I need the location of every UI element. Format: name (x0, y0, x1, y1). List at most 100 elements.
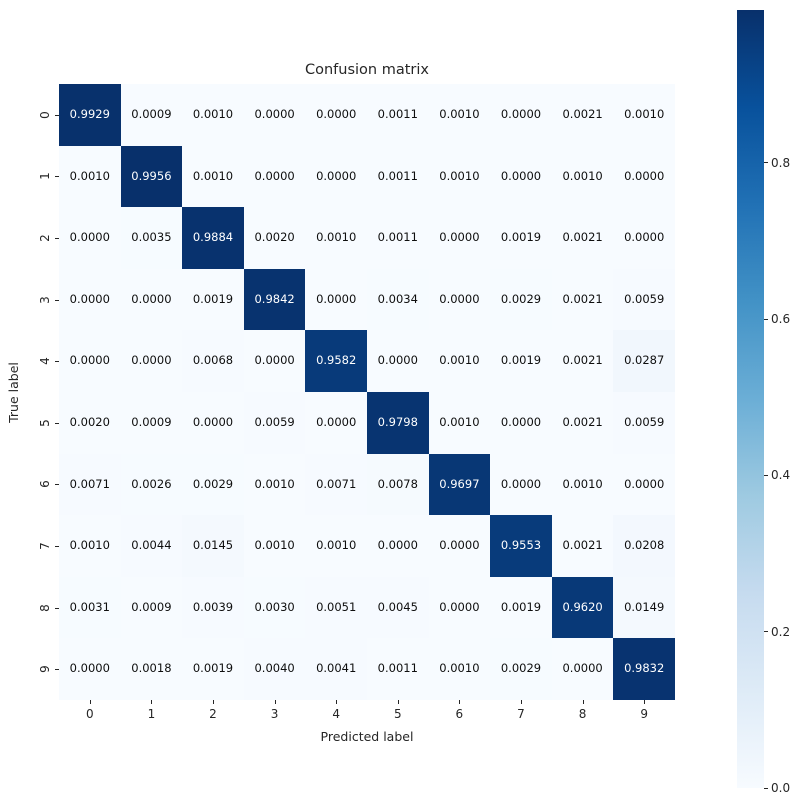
heatmap-cell: 0.0000 (366, 330, 429, 392)
heatmap-cell: 0.0031 (59, 576, 121, 639)
colorbar-tick-mark (764, 631, 768, 633)
heatmap-cell: 0.0000 (182, 391, 244, 454)
x-tick-label: 2 (182, 700, 244, 722)
x-tick-label: 5 (367, 700, 429, 722)
x-tick-label: 6 (429, 700, 491, 722)
heatmap-cell: 0.9929 (59, 84, 121, 146)
heatmap-cell: 0.0010 (59, 515, 121, 577)
colorbar-tick-mark (764, 162, 768, 164)
heatmap-cell: 0.9842 (243, 268, 306, 331)
heatmap-cell: 0.0019 (490, 576, 552, 639)
y-axis-label-text: True label (5, 361, 21, 423)
heatmap-cell: 0.0059 (243, 391, 306, 454)
heatmap-grid: 0.9929 0.0009 0.0010 0.0000 0.0000 0.0011 0.00… (59, 84, 675, 700)
heatmap-cell: 0.0287 (613, 330, 675, 392)
heatmap-cell: 0.0034 (366, 268, 429, 331)
heatmap-cell: 0.9884 (182, 207, 244, 269)
heatmap-cell: 0.0010 (182, 145, 244, 208)
heatmap-cell: 0.0000 (490, 391, 552, 454)
heatmap-cell: 0.0029 (490, 638, 552, 700)
heatmap-cell: 0.0051 (305, 576, 367, 639)
heatmap-cell: 0.0000 (305, 145, 367, 208)
heatmap-cell: 0.0000 (120, 268, 183, 331)
heatmap-cell: 0.0010 (428, 84, 491, 146)
colorbar-tick: 0.4 (764, 468, 790, 482)
heatmap-cell: 0.0000 (613, 145, 675, 208)
heatmap-cell: 0.9798 (366, 391, 429, 454)
heatmap-cell: 0.0000 (366, 515, 429, 577)
y-tick-label: 8 (29, 577, 59, 639)
heatmap-cell: 0.0019 (490, 207, 552, 269)
heatmap-cell: 0.0010 (428, 638, 491, 700)
heatmap-cell: 0.0021 (551, 207, 614, 269)
x-tick-label: 4 (305, 700, 367, 722)
colorbar-tick-label: 0.4 (771, 468, 791, 483)
y-tick-label: 3 (29, 269, 59, 331)
heatmap-cell: 0.0000 (243, 84, 306, 146)
colorbar-tick-label: 0.6 (771, 312, 791, 327)
heatmap-cell: 0.0010 (551, 453, 614, 516)
heatmap-cell: 0.0026 (120, 453, 183, 516)
heatmap-cell: 0.0000 (428, 576, 491, 639)
heatmap-cell: 0.0041 (305, 638, 367, 700)
heatmap-cell: 0.0000 (305, 391, 367, 454)
colorbar-tick: 0.6 (764, 312, 790, 326)
heatmap-cell: 0.0000 (120, 330, 183, 392)
heatmap-cell: 0.0010 (428, 391, 491, 454)
heatmap-cell: 0.0000 (428, 268, 491, 331)
heatmap-cell: 0.0040 (243, 638, 306, 700)
heatmap-cell: 0.0000 (59, 207, 121, 269)
heatmap-cell: 0.0029 (182, 453, 244, 516)
heatmap-cell: 0.0000 (613, 207, 675, 269)
heatmap-cell: 0.0021 (551, 84, 614, 146)
heatmap-cell: 0.0010 (428, 330, 491, 392)
heatmap-cell: 0.0000 (243, 145, 306, 208)
x-tick-label: 9 (613, 700, 675, 722)
heatmap-cell: 0.0019 (182, 268, 244, 331)
heatmap-cell: 0.0000 (305, 268, 367, 331)
heatmap-cell: 0.0020 (243, 207, 306, 269)
heatmap-cell: 0.0145 (182, 515, 244, 577)
heatmap-cell: 0.0021 (551, 330, 614, 392)
x-axis-label: Predicted label (320, 729, 414, 744)
colorbar-tick-mark (764, 318, 768, 320)
y-axis-label: True label (2, 84, 24, 700)
heatmap-cell: 0.0000 (428, 207, 491, 269)
x-tick-label: 3 (244, 700, 306, 722)
x-tick-label: 0 (59, 700, 121, 722)
colorbar-tick-label: 0.0 (771, 781, 791, 795)
heatmap-cell: 0.0000 (428, 515, 491, 577)
colorbar-tick-mark (764, 787, 768, 789)
heatmap-cell: 0.0010 (428, 145, 491, 208)
heatmap-cell: 0.9697 (428, 453, 491, 516)
y-tick-label: 2 (29, 207, 59, 269)
heatmap-cell: 0.0045 (366, 576, 429, 639)
colorbar-ticks: 0.0 0.2 0.4 0.6 0.8 (764, 10, 792, 795)
heatmap-cell: 0.0000 (59, 638, 121, 700)
colorbar-tick-label: 0.2 (771, 624, 791, 639)
heatmap-cell: 0.0000 (490, 84, 552, 146)
heatmap-cell: 0.0059 (613, 391, 675, 454)
y-tick-label: 9 (29, 638, 59, 700)
heatmap-cell: 0.0021 (551, 268, 614, 331)
heatmap-cell: 0.0029 (490, 268, 552, 331)
heatmap-cell: 0.0010 (243, 515, 306, 577)
heatmap-cell: 0.9832 (613, 638, 675, 700)
heatmap-cell: 0.0011 (366, 207, 429, 269)
y-tick-label: 7 (29, 515, 59, 577)
heatmap-cell: 0.0021 (551, 391, 614, 454)
heatmap-cell: 0.0011 (366, 638, 429, 700)
heatmap-cell: 0.9553 (490, 515, 552, 577)
colorbar-tick: 0.0 (764, 781, 790, 795)
heatmap-cell: 0.0010 (182, 84, 244, 146)
heatmap-cell: 0.0000 (59, 330, 121, 392)
heatmap-cell: 0.9620 (551, 576, 614, 639)
heatmap-cell: 0.0009 (120, 576, 183, 639)
heatmap-cell: 0.0010 (305, 515, 367, 577)
heatmap-cell: 0.0068 (182, 330, 244, 392)
heatmap-cell: 0.0010 (59, 145, 121, 208)
heatmap-cell: 0.9956 (120, 145, 183, 208)
